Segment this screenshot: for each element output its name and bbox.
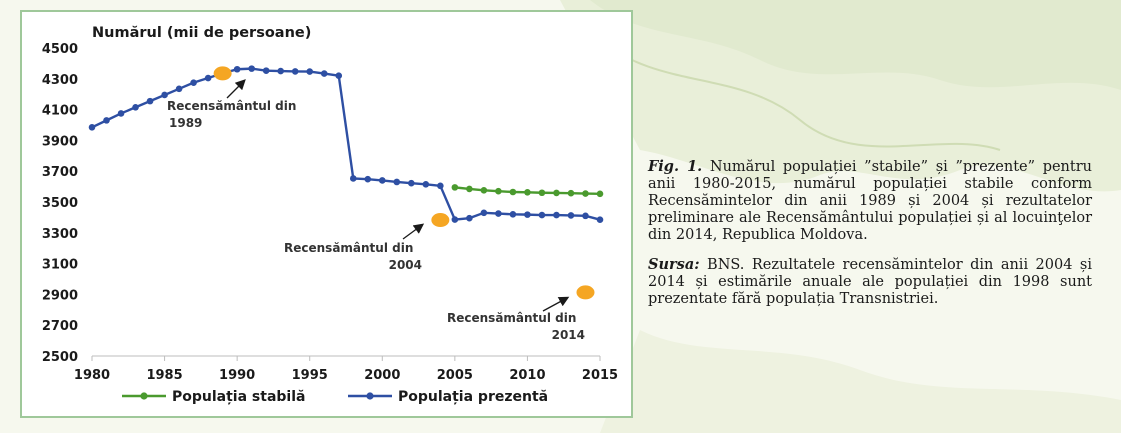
series-point [553, 211, 560, 219]
series-point [117, 110, 125, 117]
series-point [495, 187, 502, 195]
legend-label: Populația prezentă [398, 389, 548, 405]
series-point [204, 74, 212, 82]
chart-title: Numărul (mii de persoane) [92, 25, 311, 41]
census-point [576, 285, 595, 300]
x-tick-label: 2005 [437, 368, 473, 383]
series-point [88, 124, 96, 131]
source-label: Sursa: [648, 256, 700, 273]
series-point [466, 185, 473, 193]
series-point [248, 65, 255, 72]
series-point [538, 211, 546, 219]
annotation-label: 2004 [389, 258, 422, 272]
census-point [213, 66, 232, 81]
series-point [277, 67, 284, 75]
series-point [190, 79, 197, 86]
x-tick-label: 1985 [146, 368, 182, 383]
series-point [524, 188, 531, 196]
annotation-label: Recensământul din [447, 311, 576, 325]
series-point [451, 184, 459, 191]
legend-label: Populația stabilă [172, 389, 305, 405]
series-point [349, 175, 357, 182]
series-point [103, 117, 110, 124]
annotation-label: 1989 [169, 116, 202, 130]
series-point [233, 65, 241, 73]
series-point [175, 85, 183, 93]
annotation-arrow [402, 223, 425, 240]
series-point [509, 211, 517, 218]
series-point [451, 216, 459, 223]
x-tick-label: 2000 [364, 368, 400, 383]
series-point [437, 182, 444, 190]
y-tick-label: 4300 [42, 73, 78, 88]
annotation-arrow [542, 296, 570, 312]
series-point [582, 190, 589, 197]
series-point [596, 190, 604, 198]
series-point [161, 91, 168, 99]
y-tick-label: 4500 [42, 42, 78, 57]
series-point [393, 178, 401, 186]
annotation-label: Recensământul din [284, 241, 413, 255]
figure-label: Fig. 1. [648, 158, 703, 175]
y-tick-label: 3100 [42, 258, 78, 273]
y-tick-label: 3500 [42, 196, 78, 211]
series-point [291, 68, 299, 75]
series-point [567, 212, 575, 219]
chart-panel: Numărul (mii de persoane) 2500 2700 2900 310… [20, 10, 633, 418]
legend-swatch-marker [140, 392, 148, 400]
series-point [262, 67, 270, 74]
series-point [132, 103, 139, 111]
x-tick-label: 2015 [582, 368, 618, 383]
census-point [431, 213, 450, 228]
y-tick-label: 3900 [42, 134, 78, 149]
figure-description: Numărul populației ”stabile” și ”prezent… [648, 159, 1092, 243]
figure-caption-paragraph: Fig. 1. Numărul populației ”stabile” și … [648, 158, 1092, 244]
annotation-label: Recensământul din [167, 99, 296, 113]
series-point [582, 212, 589, 220]
series-point [146, 97, 154, 105]
annotation-arrow [226, 79, 246, 99]
series-point [553, 189, 560, 197]
series-point [422, 180, 430, 188]
population-line-chart: Numărul (mii de persoane) 2500 2700 2900 310… [42, 25, 618, 405]
y-tick-label: 2900 [42, 288, 78, 303]
annotation-label: 2014 [552, 328, 585, 342]
series-point [495, 210, 502, 217]
x-tick-label: 1990 [219, 368, 255, 383]
series-point [408, 179, 415, 187]
series-point [509, 188, 517, 196]
y-tick-label: 4100 [42, 104, 78, 119]
series-line [91, 67, 601, 221]
figure-caption: Fig. 1. Numărul populației ”stabile” și … [648, 158, 1092, 320]
series-point [524, 211, 531, 218]
x-tick-label: 1980 [74, 368, 110, 383]
series-point [320, 70, 328, 77]
series-point [306, 68, 314, 75]
series-point [567, 189, 575, 197]
series-point [364, 175, 372, 183]
series-point [335, 72, 343, 80]
source-paragraph: Sursa: BNS. Rezultatele recensămintelor … [648, 256, 1092, 308]
legend-swatch-marker [366, 392, 374, 400]
series-point [538, 189, 546, 197]
y-tick-label: 2700 [42, 319, 78, 334]
series-point [480, 186, 488, 194]
series-point [480, 209, 488, 217]
series-point [378, 177, 386, 184]
y-tick-label: 3700 [42, 165, 78, 180]
y-tick-label: 2500 [42, 350, 78, 365]
x-tick-label: 1995 [292, 368, 328, 383]
source-description: BNS. Rezultatele recensămintelor din ani… [648, 257, 1092, 307]
x-tick-label: 2010 [509, 368, 545, 383]
series-point [596, 216, 604, 224]
series-point [466, 214, 473, 222]
y-tick-label: 3300 [42, 227, 78, 242]
